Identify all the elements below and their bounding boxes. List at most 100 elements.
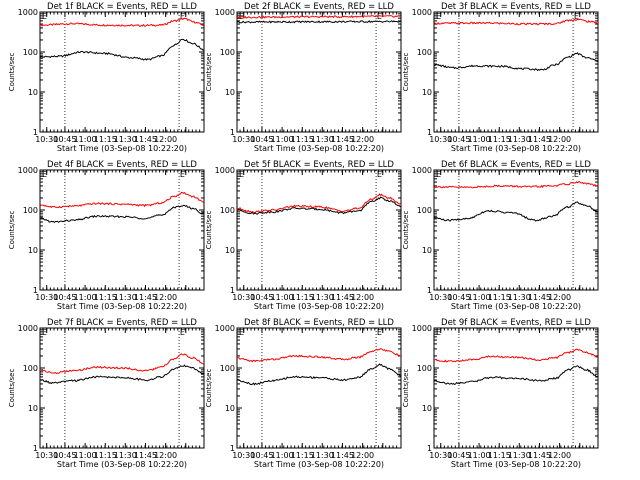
y-tick-label: 100 xyxy=(220,364,235,373)
y-axis-label: Counts/sec xyxy=(205,369,213,408)
x-tick-label: 12:00 xyxy=(548,293,571,302)
y-tick-label: 1 xyxy=(230,286,235,295)
y-tick-label: 1000 xyxy=(18,8,38,17)
y-tick-label: 1 xyxy=(230,128,235,137)
events-series xyxy=(236,20,402,24)
x-tick-label: 10:45 xyxy=(53,135,76,144)
detector-panel: Det 3f BLACK = Events, RED = LLD 1 10 100 10… xyxy=(402,2,599,153)
interval-marker-label: E xyxy=(42,328,47,337)
x-tick-label: 11:45 xyxy=(528,451,551,460)
interval-marker-label: E xyxy=(377,170,382,179)
y-axis-label: Counts/sec xyxy=(8,53,16,92)
interval-marker-label: E xyxy=(436,12,441,21)
x-tick-label: 10:45 xyxy=(447,135,470,144)
panel-title: Det 1f BLACK = Events, RED = LLD xyxy=(47,2,197,12)
x-tick-label: 11:45 xyxy=(134,135,157,144)
y-tick-label: 10 xyxy=(225,88,235,97)
y-axis-label: Counts/sec xyxy=(8,211,16,250)
x-tick-label: 11:15 xyxy=(94,451,117,460)
x-axis-label: Start Time (03-Sep-08 10:22:20) xyxy=(451,460,581,469)
plot-frame xyxy=(39,169,205,291)
x-axis-label: Start Time (03-Sep-08 10:22:20) xyxy=(451,302,581,311)
x-axis-label: Start Time (03-Sep-08 10:22:20) xyxy=(254,144,384,153)
detector-panel: Det 8f BLACK = Events, RED = LLD 1 10 100 10… xyxy=(205,318,402,469)
x-tick-label: 11:45 xyxy=(331,451,354,460)
plot-frame xyxy=(236,169,402,291)
x-tick-label: 11:00 xyxy=(271,451,294,460)
y-axis-label: Counts/sec xyxy=(402,53,410,92)
y-tick-label: 10 xyxy=(422,404,432,413)
x-tick-label: 10:30 xyxy=(35,451,58,460)
panel-title: Det 8f BLACK = Events, RED = LLD xyxy=(244,318,394,328)
y-tick-label: 1 xyxy=(33,444,38,453)
interval-marker-label: E xyxy=(377,328,382,337)
x-tick-label: 12:00 xyxy=(351,135,374,144)
events-series xyxy=(39,364,204,385)
x-tick-label: 11:15 xyxy=(488,293,511,302)
y-tick-label: 1000 xyxy=(18,166,38,175)
x-tick-label: 10:45 xyxy=(250,293,273,302)
y-tick-label: 10 xyxy=(225,246,235,255)
detector-panel: Det 6f BLACK = Events, RED = LLD 1 10 100 10… xyxy=(402,160,599,311)
y-tick-label: 1 xyxy=(230,444,235,453)
detector-panel: Det 5f BLACK = Events, RED = LLD 1 10 100 10… xyxy=(205,160,402,311)
x-tick-label: 10:30 xyxy=(429,135,452,144)
x-tick-label: 10:45 xyxy=(447,293,470,302)
x-axis-label: Start Time (03-Sep-08 10:22:20) xyxy=(57,460,187,469)
y-axis-label: Counts/sec xyxy=(402,369,410,408)
x-axis-label: Start Time (03-Sep-08 10:22:20) xyxy=(254,302,384,311)
x-tick-label: 11:45 xyxy=(528,293,551,302)
x-tick-label: 11:45 xyxy=(331,293,354,302)
x-tick-label: 11:30 xyxy=(114,293,137,302)
y-axis-label: Counts/sec xyxy=(8,369,16,408)
y-tick-label: 100 xyxy=(417,364,432,373)
x-tick-label: 10:45 xyxy=(250,135,273,144)
x-tick-label: 10:30 xyxy=(429,293,452,302)
interval-marker-label: E xyxy=(574,170,579,179)
interval-marker-label: E xyxy=(436,170,441,179)
x-tick-label: 11:00 xyxy=(468,135,491,144)
x-axis-label: Start Time (03-Sep-08 10:22:20) xyxy=(57,302,187,311)
plot-frame xyxy=(433,327,599,449)
events-series xyxy=(433,365,599,385)
y-tick-label: 10 xyxy=(28,404,38,413)
interval-marker-label: E xyxy=(436,328,441,337)
y-tick-label: 1000 xyxy=(412,8,432,17)
x-tick-label: 11:00 xyxy=(468,293,491,302)
detector-panel: Det 7f BLACK = Events, RED = LLD 1 10 100 10… xyxy=(8,318,205,469)
x-tick-label: 12:00 xyxy=(154,293,177,302)
x-tick-label: 11:15 xyxy=(291,135,314,144)
x-tick-label: 11:45 xyxy=(528,135,551,144)
y-tick-label: 1000 xyxy=(412,166,432,175)
x-tick-label: 10:45 xyxy=(53,293,76,302)
y-tick-label: 1 xyxy=(427,128,432,137)
detector-panel: Det 9f BLACK = Events, RED = LLD 1 10 100 10… xyxy=(402,318,599,469)
interval-marker-label: E xyxy=(574,12,579,21)
x-tick-label: 11:15 xyxy=(291,451,314,460)
x-tick-label: 10:30 xyxy=(35,293,58,302)
x-tick-label: 11:15 xyxy=(94,293,117,302)
y-tick-label: 1000 xyxy=(215,166,235,175)
events-series xyxy=(236,196,402,215)
x-tick-label: 10:30 xyxy=(35,135,58,144)
y-tick-label: 10 xyxy=(225,404,235,413)
x-tick-label: 11:45 xyxy=(134,293,157,302)
y-tick-label: 10 xyxy=(28,246,38,255)
y-tick-label: 10 xyxy=(422,246,432,255)
x-tick-label: 11:30 xyxy=(508,135,531,144)
x-tick-label: 10:45 xyxy=(447,451,470,460)
panel-title: Det 9f BLACK = Events, RED = LLD xyxy=(441,318,591,328)
x-tick-label: 11:15 xyxy=(291,293,314,302)
x-tick-label: 11:30 xyxy=(311,135,334,144)
plot-frame xyxy=(39,11,205,133)
panel-title: Det 5f BLACK = Events, RED = LLD xyxy=(244,160,394,170)
y-tick-label: 100 xyxy=(23,364,38,373)
x-tick-label: 12:00 xyxy=(548,135,571,144)
y-tick-label: 100 xyxy=(417,206,432,215)
x-tick-label: 12:00 xyxy=(154,135,177,144)
events-series xyxy=(433,52,599,72)
x-tick-label: 11:15 xyxy=(488,451,511,460)
x-tick-label: 10:30 xyxy=(232,293,255,302)
detector-panel: Det 2f BLACK = Events, RED = LLD 1 10 100 10… xyxy=(205,2,402,153)
y-tick-label: 1000 xyxy=(215,8,235,17)
